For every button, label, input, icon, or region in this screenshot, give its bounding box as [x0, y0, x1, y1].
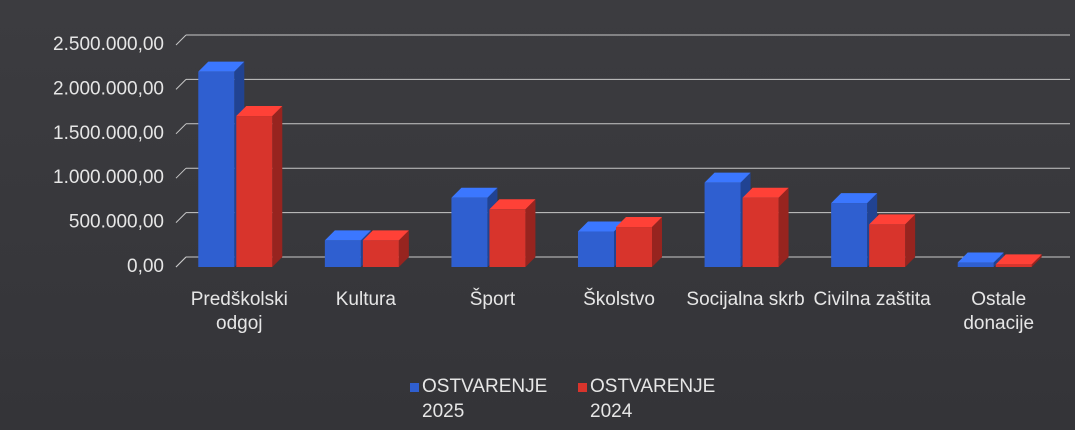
bar: [831, 203, 868, 267]
y-tick-label: 1.500.000,00: [53, 123, 164, 144]
bar: [578, 231, 614, 267]
y-tick-label: 500.000,00: [69, 212, 164, 233]
grid-line-side: [175, 34, 187, 46]
bar-side: [905, 214, 916, 267]
bar: [324, 240, 361, 267]
x-tick-label: Civilna zaštita: [813, 289, 931, 310]
bar-side: [993, 252, 1004, 267]
x-tick-label: Školstvo: [583, 289, 655, 310]
bar-side: [1031, 254, 1042, 267]
grid-line-side: [175, 212, 187, 223]
y-tick-label: 2.000.000,00: [53, 78, 164, 99]
bar-side: [272, 106, 283, 267]
bar-top: [957, 252, 1004, 263]
y-tick-label: 2.500.000,00: [53, 34, 164, 55]
bar: [995, 264, 1032, 267]
bar-top: [324, 230, 371, 241]
bar: [869, 224, 906, 267]
y-tick-label: 0,00: [127, 256, 164, 277]
x-tick-label: Predškolski odgoj: [190, 289, 288, 334]
grid-line-side: [175, 123, 187, 135]
bar-top: [489, 199, 536, 210]
bar: [616, 227, 652, 267]
grid-line-side: [175, 167, 187, 179]
bar-top: [831, 193, 878, 204]
x-tick-label: Socijalna skrb: [686, 289, 805, 310]
bar: [489, 209, 526, 267]
bar: [198, 71, 235, 267]
bar: [236, 116, 273, 267]
bar: [362, 240, 399, 267]
bar-top: [995, 254, 1042, 265]
bar: [704, 182, 741, 267]
bar-top: [362, 230, 409, 241]
bar-top: [198, 61, 245, 72]
x-tick-label: Kultura: [335, 289, 396, 310]
bar: [957, 262, 994, 267]
bar-top: [578, 221, 624, 232]
x-tick-label: Šport: [469, 289, 516, 310]
bar-side: [652, 217, 662, 267]
bar-top: [236, 106, 283, 117]
bar-top: [704, 172, 751, 183]
bar: [742, 197, 779, 267]
grid-line-side: [175, 256, 187, 268]
y-tick-label: 1.000.000,00: [53, 167, 164, 188]
grid-line-side: [175, 79, 187, 90]
legend-swatch: [578, 383, 587, 392]
x-tick-label: Ostale donacije: [963, 289, 1035, 334]
bar-side: [525, 199, 536, 267]
bar-top: [451, 187, 498, 198]
bar: [451, 197, 488, 267]
bar-top: [742, 187, 789, 198]
bar-top: [869, 214, 916, 225]
legend-label: OSTVARENJE 2024: [590, 376, 716, 422]
bar-top: [616, 217, 662, 228]
legend-swatch: [410, 383, 419, 392]
bar-side: [778, 187, 789, 267]
legend-label: OSTVARENJE 2025: [422, 376, 548, 422]
bar-side: [398, 230, 409, 267]
